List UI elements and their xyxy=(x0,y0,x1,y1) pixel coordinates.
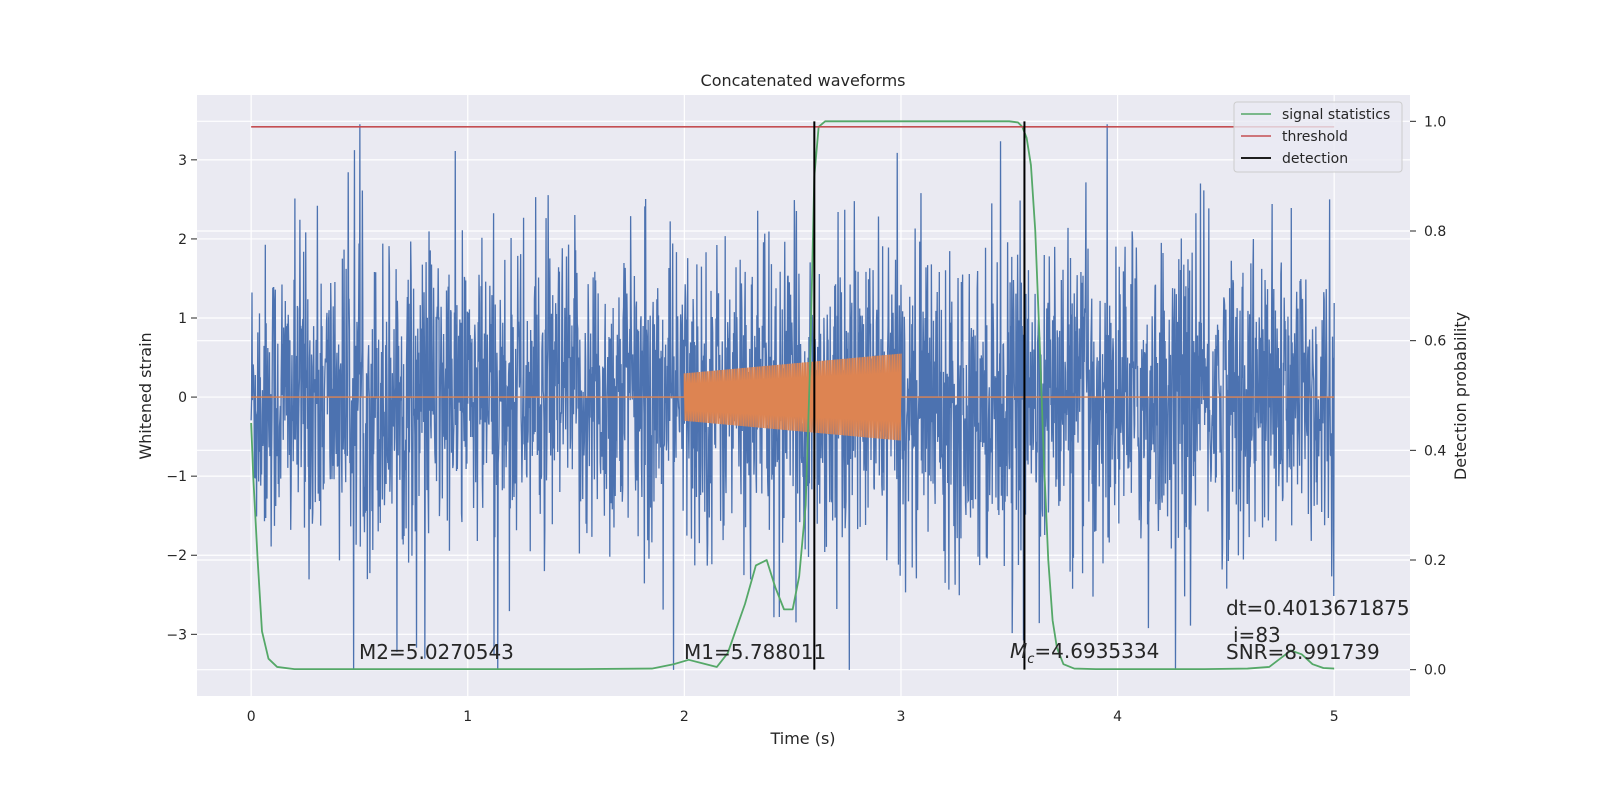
legend-box xyxy=(1233,101,1403,173)
annotation-m2: M2=5.0270543 xyxy=(359,640,514,664)
y-tick-label-5: 2 xyxy=(178,232,187,248)
y-axis-label: Whitened strain xyxy=(136,332,155,459)
y2-tick-label-3: 0.6 xyxy=(1424,334,1446,350)
y2-tick-label-5: 1.0 xyxy=(1424,114,1446,130)
template-series xyxy=(251,353,1335,441)
y2-axis-ticks: 0.0 0.2 0.4 0.6 0.8 1.0 xyxy=(1410,114,1446,679)
legend: signal statistics threshold detection xyxy=(1233,101,1403,173)
annotation-mc-symbol: M xyxy=(1010,639,1027,663)
y-axis-ticks: −3 −2 −1 0 1 2 3 xyxy=(166,153,197,643)
y-tick-label-1: −2 xyxy=(166,548,187,564)
y-tick-label-6: 3 xyxy=(178,153,187,169)
annotation-mc-subscript: c xyxy=(1027,652,1034,667)
legend-label-detection: detection xyxy=(1282,151,1348,167)
x-axis-ticks: 0 1 2 3 4 5 xyxy=(247,709,1339,725)
chart-title: Concatenated waveforms xyxy=(701,71,906,90)
detection-series xyxy=(813,121,1026,670)
y2-tick-label-0: 0.0 xyxy=(1424,663,1446,679)
x-tick-label-4: 4 xyxy=(1113,709,1122,725)
x-tick-label-1: 1 xyxy=(463,709,472,725)
signal-statistics-series xyxy=(250,120,1335,671)
annotation-dt: dt=0.4013671875 xyxy=(1226,596,1410,620)
x-tick-label-0: 0 xyxy=(247,709,256,725)
y2-axis-label: Detection probability xyxy=(1451,312,1470,480)
y-tick-label-4: 1 xyxy=(178,311,187,327)
y-tick-label-3: 0 xyxy=(178,390,187,406)
x-tick-label-2: 2 xyxy=(680,709,689,725)
x-tick-label-3: 3 xyxy=(897,709,906,725)
signal-statistics-line xyxy=(250,120,1335,671)
template-line xyxy=(251,353,1335,441)
x-axis-label: Time (s) xyxy=(769,729,835,748)
annotation-m1: M1=5.788011 xyxy=(684,640,826,664)
y-tick-label-2: −1 xyxy=(166,469,187,485)
annotation-mc: Mc=4.6935334 xyxy=(1010,639,1159,667)
y2-tick-label-4: 0.8 xyxy=(1424,224,1446,240)
legend-label-signal-statistics: signal statistics xyxy=(1282,107,1390,123)
annotation-snr: SNR=8.991739 xyxy=(1226,640,1380,664)
grid-left xyxy=(197,95,1410,696)
y2-tick-label-1: 0.2 xyxy=(1424,553,1446,569)
x-tick-label-5: 5 xyxy=(1330,709,1339,725)
legend-label-threshold: threshold xyxy=(1282,129,1348,145)
annotation-mc-value: =4.6935334 xyxy=(1034,639,1159,663)
y-tick-label-0: −3 xyxy=(166,627,187,643)
y2-tick-label-2: 0.4 xyxy=(1424,443,1446,459)
annotation-i: i=83 xyxy=(1233,623,1281,647)
